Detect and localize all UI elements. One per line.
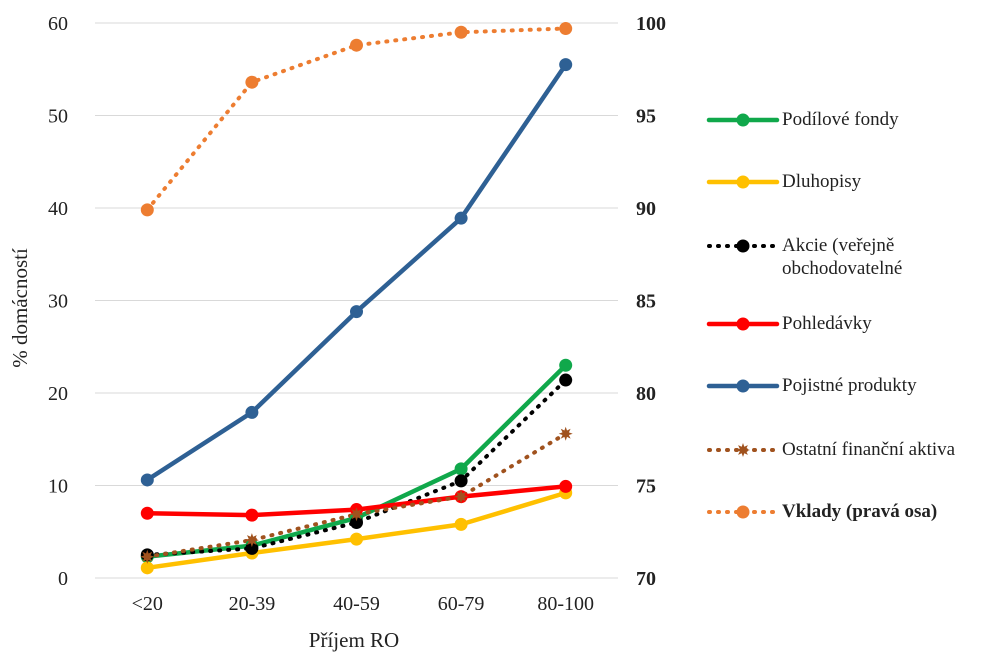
data-point bbox=[454, 462, 468, 476]
data-point bbox=[140, 561, 154, 575]
y-tick-label: 40 bbox=[48, 198, 68, 220]
series-line-5 bbox=[145, 431, 568, 559]
y2-tick-label: 100 bbox=[636, 13, 666, 35]
y2-tick-label: 70 bbox=[636, 568, 656, 590]
data-point bbox=[140, 473, 154, 487]
y2-tick-label: 85 bbox=[636, 291, 656, 313]
data-point bbox=[140, 549, 155, 564]
legend-marker bbox=[736, 443, 750, 457]
legend-swatch bbox=[707, 239, 779, 253]
y2-tick-label: 95 bbox=[636, 106, 656, 128]
x-tick-label: 60-79 bbox=[438, 593, 485, 615]
data-point bbox=[454, 489, 469, 504]
gridlines bbox=[95, 22, 618, 579]
data-point bbox=[454, 517, 468, 531]
data-point bbox=[559, 22, 573, 36]
legend-swatch bbox=[706, 113, 780, 127]
legend-label: Dluhopisy bbox=[782, 171, 862, 192]
data-point bbox=[350, 305, 363, 319]
right-axis-ticks: 70 75 80 85 90 95 100 bbox=[636, 13, 666, 590]
x-axis-title: Příjem RO bbox=[309, 628, 399, 652]
y-axis-title: % domácností bbox=[8, 248, 32, 368]
data-point bbox=[559, 479, 573, 493]
data-point bbox=[559, 58, 573, 72]
legend-label: Vklady (pravá osa) bbox=[782, 501, 938, 522]
y-tick-label: 20 bbox=[48, 383, 68, 405]
data-point bbox=[244, 533, 259, 548]
left-axis-ticks: 0 10 20 30 40 50 60 bbox=[48, 13, 68, 590]
data-point bbox=[245, 405, 259, 419]
legend-label: Akcie (veřejně obchodovatelné bbox=[782, 235, 903, 279]
legend-label: Ostatní finanční aktiva bbox=[782, 439, 956, 460]
data-point bbox=[245, 508, 259, 522]
y-tick-label: 60 bbox=[48, 13, 68, 35]
legend-swatch bbox=[706, 175, 780, 189]
data-point bbox=[140, 506, 154, 520]
data-point bbox=[245, 75, 259, 89]
legend-marker bbox=[736, 239, 750, 253]
x-tick-label: 20-39 bbox=[229, 593, 276, 615]
legend-swatch bbox=[706, 317, 780, 331]
x-tick-label: 80-100 bbox=[537, 593, 594, 615]
data-point bbox=[454, 474, 468, 488]
legend-label: Pohledávky bbox=[782, 313, 872, 334]
y-tick-label: 10 bbox=[48, 476, 68, 498]
data-point bbox=[559, 373, 573, 387]
legend-swatch bbox=[706, 379, 780, 393]
y-tick-label: 30 bbox=[48, 291, 68, 313]
series-markers bbox=[140, 22, 573, 575]
data-point bbox=[454, 25, 468, 39]
legend-marker bbox=[736, 317, 750, 331]
legend-swatch bbox=[707, 505, 779, 519]
y2-tick-label: 75 bbox=[636, 476, 656, 498]
legend-marker bbox=[736, 379, 750, 393]
data-point bbox=[559, 358, 573, 372]
data-point bbox=[245, 541, 259, 555]
data-point bbox=[454, 211, 468, 225]
data-point bbox=[140, 203, 154, 217]
y2-tick-label: 90 bbox=[636, 198, 656, 220]
y-tick-label: 0 bbox=[58, 568, 68, 590]
y-tick-label: 50 bbox=[48, 106, 68, 128]
legend-swatch bbox=[707, 443, 779, 457]
series-line-6 bbox=[145, 26, 568, 212]
x-axis-ticks: <20 20-39 40-59 60-79 80-100 bbox=[132, 593, 594, 615]
y2-tick-label: 80 bbox=[636, 383, 656, 405]
legend-label: Podílové fondy bbox=[782, 109, 899, 130]
legend-marker bbox=[736, 505, 750, 519]
data-point bbox=[350, 38, 363, 52]
x-tick-label: <20 bbox=[132, 593, 163, 615]
data-point bbox=[350, 532, 363, 546]
legend-marker bbox=[736, 175, 750, 189]
data-point bbox=[349, 507, 364, 522]
legend-label: Pojistné produkty bbox=[782, 375, 917, 396]
x-tick-label: 40-59 bbox=[333, 593, 380, 615]
data-point bbox=[350, 516, 363, 529]
data-point bbox=[558, 426, 573, 441]
series-line-4 bbox=[145, 62, 568, 483]
legend-marker bbox=[736, 113, 750, 127]
series-lines bbox=[145, 26, 568, 571]
